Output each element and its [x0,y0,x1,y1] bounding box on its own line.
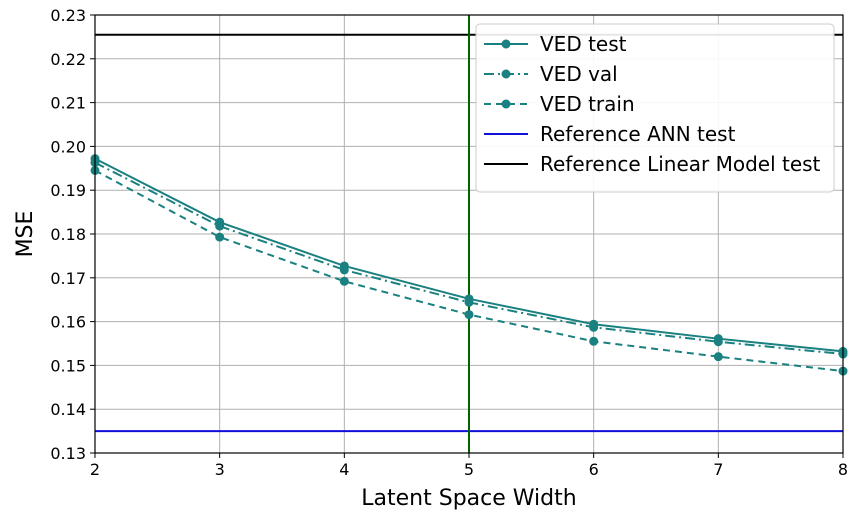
y-tick-label: 0.22 [50,50,86,69]
data-point [339,276,349,286]
y-axis-ticks: 0.13 0.14 0.15 0.16 0.17 0.18 0.19 0.20 0.21 0.22… [50,6,95,463]
y-tick-label: 0.20 [50,137,86,156]
legend-box [475,23,835,193]
y-tick-label: 0.16 [50,313,86,332]
y-tick-label: 0.15 [50,356,86,375]
legend: VED test VED val VED train Reference ANN te… [475,23,835,193]
y-tick-label: 0.14 [50,400,86,419]
legend-label: VED val [540,62,618,86]
x-tick-label: 2 [90,460,100,479]
y-tick-label: 0.18 [50,225,86,244]
data-point [464,297,474,307]
data-point [589,322,599,332]
y-tick-label: 0.21 [50,94,86,113]
data-point [713,337,723,347]
x-axis-label: Latent Space Width [361,486,576,511]
data-point [215,221,225,231]
legend-label: Reference Linear Model test [540,152,821,176]
data-point [713,352,723,362]
data-point [339,265,349,275]
legend-marker [501,39,511,49]
x-tick-label: 3 [215,460,225,479]
x-tick-label: 5 [464,460,474,479]
x-tick-label: 6 [589,460,599,479]
x-axis-ticks: 2 3 4 5 6 7 8 [90,453,848,479]
x-tick-label: 7 [713,460,723,479]
legend-marker [501,69,511,79]
legend-label: VED test [540,32,627,56]
y-tick-label: 0.13 [50,444,86,463]
x-tick-label: 4 [339,460,349,479]
y-tick-label: 0.23 [50,6,86,25]
data-point [464,310,474,320]
series-group [90,158,848,359]
data-point [589,336,599,346]
legend-marker [501,99,511,109]
y-tick-label: 0.19 [50,181,86,200]
legend-label: Reference ANN test [540,122,736,146]
legend-label: VED train [540,92,635,116]
y-tick-label: 0.17 [50,269,86,288]
series-lines [90,154,848,376]
x-tick-label: 8 [838,460,848,479]
y-axis-label: MSE [13,211,38,258]
data-point [215,232,225,242]
